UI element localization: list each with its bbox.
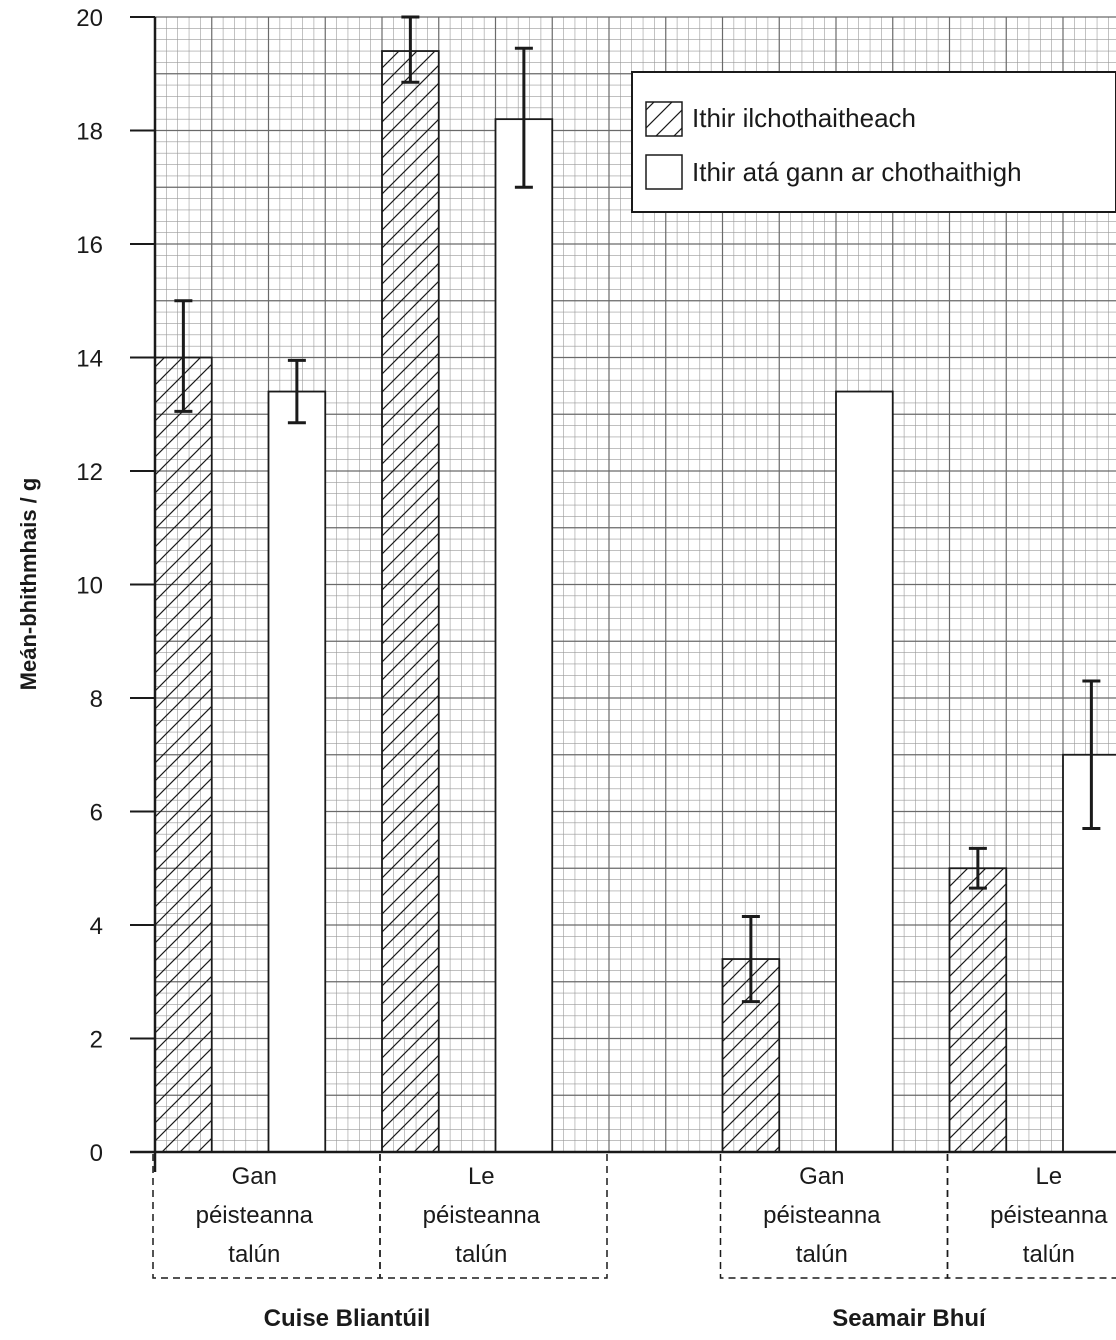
bar-plain	[1062, 753, 1116, 1153]
category-label-line: Gan	[232, 1163, 277, 1190]
group-label: Seamair Bhuí	[832, 1305, 987, 1332]
category-label-box	[946, 1154, 1116, 1279]
y-tick-label: 2	[90, 1027, 103, 1054]
category-label-line: péisteanna	[763, 1202, 881, 1229]
y-tick-label: 10	[76, 573, 103, 600]
bar-plain	[494, 118, 554, 1153]
legend-box	[631, 71, 1116, 213]
x-category-labels: Gan péisteanna talún Le péisteanna talún Cuise…	[152, 1154, 1116, 1332]
category-label-line: talún	[228, 1241, 280, 1268]
y-tick-label: 8	[90, 686, 103, 713]
category-label-line: péisteanna	[423, 1202, 541, 1229]
bar-plain	[835, 390, 894, 1153]
y-tick-label: 4	[90, 913, 103, 940]
error-bars	[174, 15, 1101, 1004]
axes: 0 2 4 6 8 10 12 14 16 18 20	[76, 5, 1116, 1172]
category-label-line: Le	[468, 1163, 495, 1190]
category-label-line: péisteanna	[196, 1202, 314, 1229]
legend-label-hatched: Ithir ilchothaitheach	[692, 103, 916, 133]
y-tick-label: 6	[90, 800, 103, 827]
category-label-line: talún	[1023, 1241, 1075, 1268]
legend-swatch-hatched	[645, 101, 683, 137]
category-label-line: Gan	[799, 1163, 844, 1190]
y-tick-label: 14	[76, 346, 103, 373]
y-axis-label: Meán-bhithmhais / g	[16, 478, 41, 691]
y-tick-label: 18	[76, 119, 103, 146]
y-tick-label: 20	[76, 5, 103, 32]
bars	[154, 50, 1116, 1153]
legend: Ithir ilchothaitheach Ithir atá gann ar …	[631, 71, 1116, 213]
group-label: Cuise Bliantúil	[264, 1305, 431, 1332]
bar-plain	[267, 390, 327, 1153]
category-label-line: talún	[455, 1241, 507, 1268]
bar-hatched	[948, 867, 1008, 1153]
category-label-line: péisteanna	[990, 1202, 1108, 1229]
category-label-line: talún	[796, 1241, 848, 1268]
category-label-box	[379, 1154, 608, 1279]
y-tick-label: 16	[76, 232, 103, 259]
y-tick-label: 0	[90, 1140, 103, 1167]
bar-hatched	[381, 50, 440, 1153]
legend-label-plain: Ithir atá gann ar chothaithigh	[692, 157, 1022, 187]
y-tick-label: 12	[76, 459, 103, 486]
legend-swatch-plain	[645, 154, 683, 190]
bar-hatched	[154, 356, 213, 1153]
category-label-line: Le	[1035, 1163, 1062, 1190]
